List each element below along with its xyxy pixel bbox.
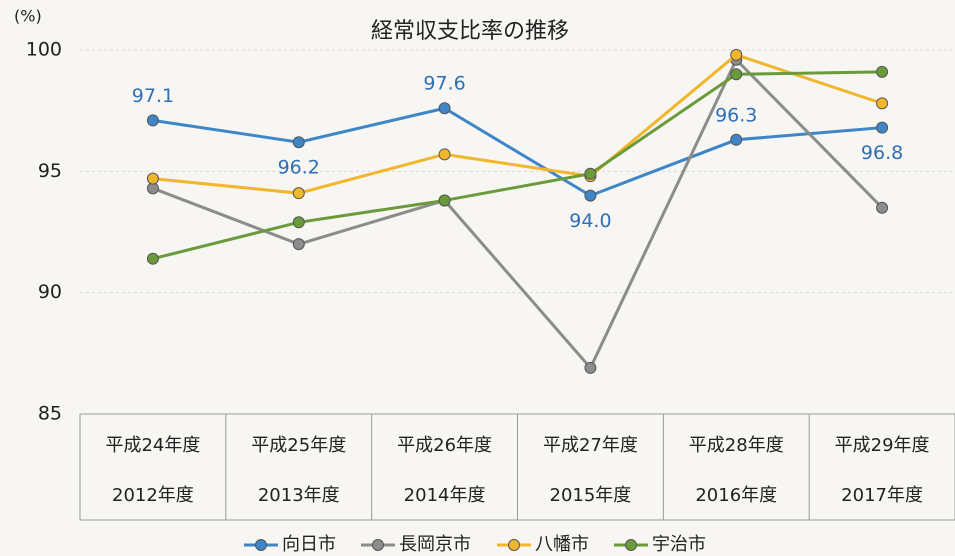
chart-title: 経常収支比率の推移 [371, 19, 569, 44]
point [876, 121, 889, 134]
data-label: 96.3 [715, 104, 757, 126]
x-tick-label: 2017年度 [841, 485, 923, 506]
point [146, 114, 159, 127]
data-label: 94.0 [569, 210, 611, 232]
y-tick-label: 85 [38, 403, 62, 425]
point [730, 133, 743, 146]
point [292, 216, 305, 229]
legend-label: 八幡市 [535, 534, 589, 555]
x-tick-label: 平成27年度 [543, 435, 638, 456]
point [438, 102, 451, 115]
x-tick-label: 2015年度 [550, 485, 632, 506]
data-label: 97.6 [423, 73, 465, 95]
point [438, 148, 451, 161]
legend-label: 向日市 [282, 534, 336, 555]
legend-marker [508, 539, 520, 551]
legend-label: 長岡京市 [399, 534, 471, 555]
x-tick-label: 2014年度 [404, 485, 486, 506]
point [876, 97, 889, 110]
series-line [152, 57, 884, 371]
point [292, 136, 305, 149]
x-tick-label: 平成28年度 [689, 435, 784, 456]
series-line [152, 70, 883, 261]
legend-marker [255, 539, 267, 551]
x-tick-label: 平成26年度 [397, 435, 492, 456]
point [292, 187, 305, 200]
point [876, 201, 889, 214]
legend-marker [372, 539, 384, 551]
point [584, 189, 597, 202]
point [584, 361, 597, 374]
point [584, 167, 597, 180]
data-label: 96.2 [278, 157, 320, 179]
series-line [152, 106, 883, 198]
x-tick-label: 平成25年度 [251, 435, 346, 456]
y-tick-label: 100 [26, 39, 62, 61]
x-tick-label: 2016年度 [695, 485, 777, 506]
point [146, 172, 159, 185]
legend-label: 宇治市 [652, 534, 706, 555]
point [292, 238, 305, 251]
point [146, 252, 159, 265]
x-tick-label: 平成24年度 [105, 435, 200, 456]
point [730, 68, 743, 81]
x-tick-label: 2013年度 [258, 485, 340, 506]
legend-marker [625, 539, 637, 551]
point [876, 65, 889, 78]
y-unit: (%) [14, 7, 42, 26]
y-tick-label: 90 [38, 281, 62, 303]
series-line [152, 53, 883, 195]
y-tick-label: 95 [38, 160, 62, 182]
x-tick-label: 2012年度 [112, 485, 194, 506]
point [730, 48, 743, 61]
x-tick-label: 平成29年度 [835, 435, 930, 456]
data-label: 97.1 [132, 85, 174, 107]
data-label: 96.8 [861, 142, 903, 164]
point [438, 194, 451, 207]
